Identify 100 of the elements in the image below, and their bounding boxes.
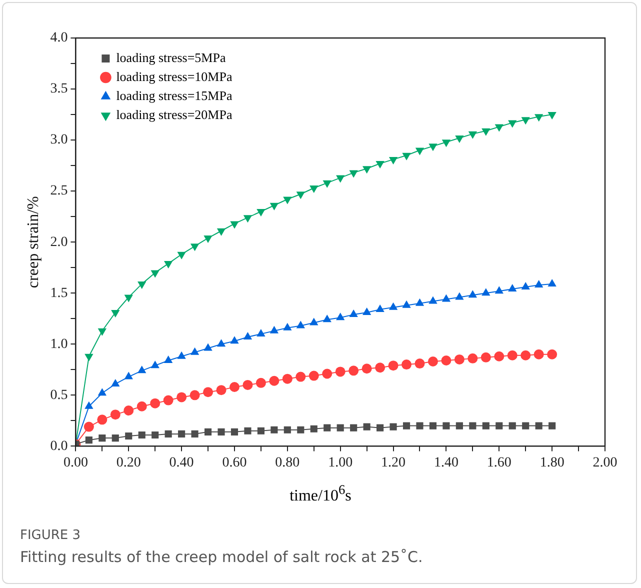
y-tick-label: 0.0 — [50, 438, 68, 454]
point — [85, 436, 92, 444]
point — [349, 310, 358, 318]
point — [216, 385, 226, 396]
x-tick-label: 0.20 — [116, 455, 141, 470]
x-tick-label: 1.40 — [434, 455, 458, 470]
point — [376, 161, 384, 169]
point — [111, 310, 120, 318]
point — [98, 388, 106, 396]
point — [322, 180, 332, 188]
point — [97, 414, 108, 425]
point — [362, 364, 372, 374]
point — [204, 236, 212, 244]
legend-label: loading stress=20MPa — [116, 106, 232, 122]
point — [455, 136, 464, 144]
point — [203, 387, 214, 398]
point — [390, 423, 397, 430]
y-tick-label: 1.5 — [50, 286, 68, 301]
point — [177, 351, 186, 359]
point — [496, 422, 503, 430]
x-tick-label: 0.80 — [275, 455, 300, 470]
point — [124, 372, 133, 380]
point — [508, 284, 517, 292]
point — [283, 196, 292, 204]
point — [216, 339, 226, 347]
point — [336, 312, 345, 320]
point — [508, 422, 516, 430]
point — [322, 314, 332, 322]
point — [348, 366, 359, 376]
point — [494, 351, 504, 362]
legend-label: loading stress=10MPa — [116, 68, 232, 84]
point — [256, 378, 266, 388]
point — [98, 328, 106, 336]
point — [229, 382, 240, 392]
point — [190, 244, 200, 252]
point — [297, 426, 304, 434]
point — [416, 422, 424, 430]
point — [494, 124, 504, 132]
point — [308, 370, 319, 381]
point — [243, 332, 252, 340]
point — [230, 336, 239, 344]
caption: FIGURE 3 — [20, 528, 81, 543]
point — [150, 360, 160, 368]
point — [482, 128, 490, 136]
x-tick-label: 2.00 — [592, 455, 618, 470]
point — [164, 261, 173, 269]
point — [111, 378, 120, 386]
point — [136, 401, 147, 412]
point — [216, 228, 226, 236]
point — [150, 270, 160, 278]
y-tick-label: 1.0 — [50, 336, 68, 352]
point — [388, 360, 398, 371]
point — [296, 372, 306, 382]
point — [468, 353, 478, 364]
point — [150, 398, 160, 408]
point — [456, 422, 463, 430]
x-tick-label: 1.80 — [540, 455, 564, 470]
point — [138, 281, 146, 289]
point — [257, 427, 264, 434]
point — [284, 426, 291, 434]
point — [163, 395, 174, 406]
point — [84, 354, 94, 362]
point — [335, 366, 346, 377]
point — [190, 347, 200, 355]
x-tick-label: 1.00 — [328, 455, 353, 470]
point — [376, 424, 384, 432]
point — [138, 366, 146, 374]
point — [243, 215, 252, 223]
point — [230, 428, 238, 436]
point — [535, 422, 542, 430]
point — [522, 422, 530, 430]
point — [296, 192, 305, 200]
point — [98, 434, 106, 442]
point — [362, 308, 372, 316]
point — [336, 175, 345, 183]
point — [480, 352, 491, 362]
point — [350, 424, 358, 432]
point — [242, 380, 253, 390]
point — [176, 392, 187, 402]
point — [534, 349, 544, 360]
legend-label: loading stress=5MPa — [116, 50, 226, 65]
y-tick-label: 2.0 — [50, 234, 68, 250]
point — [521, 117, 530, 125]
point — [454, 354, 464, 364]
point — [310, 318, 318, 326]
point — [428, 356, 438, 366]
point — [322, 368, 332, 379]
point — [402, 360, 412, 370]
point — [204, 343, 212, 351]
point — [124, 405, 134, 416]
y-axis-title: creep strain/% — [24, 196, 42, 288]
point — [177, 252, 186, 260]
x-axis-title: time/10$^{6}$s — [288, 482, 352, 506]
point — [469, 422, 476, 430]
point — [270, 202, 279, 210]
point — [402, 422, 410, 430]
point — [548, 422, 556, 430]
point — [191, 430, 198, 438]
x-tick-label: 0.00 — [63, 455, 88, 470]
point — [310, 425, 318, 432]
